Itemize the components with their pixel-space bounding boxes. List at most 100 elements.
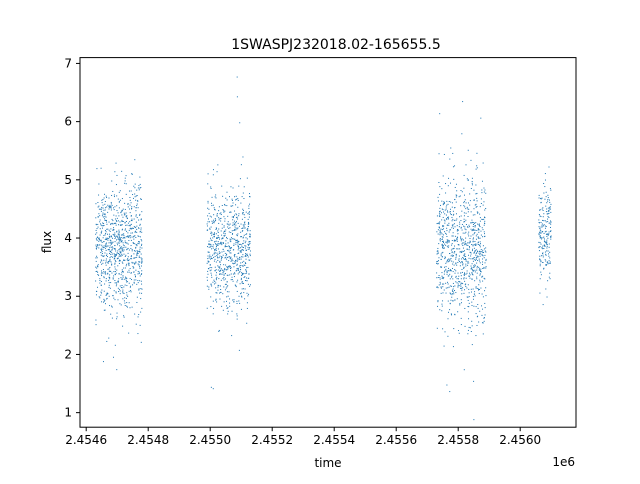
data-point: [223, 231, 225, 233]
data-point: [138, 273, 140, 275]
data-point: [214, 270, 216, 272]
data-point: [113, 297, 115, 299]
data-point: [548, 217, 550, 219]
data-point: [125, 254, 127, 256]
data-point: [127, 252, 129, 254]
data-point: [108, 242, 110, 244]
data-point: [237, 227, 239, 229]
data-point: [98, 240, 100, 242]
data-point: [114, 171, 116, 173]
data-point: [101, 270, 102, 272]
data-point: [477, 223, 479, 225]
data-point: [544, 225, 546, 227]
data-point: [439, 232, 441, 234]
data-point: [542, 252, 544, 254]
data-point: [455, 239, 457, 241]
data-point: [105, 294, 107, 296]
data-point: [547, 233, 549, 235]
data-point: [463, 274, 465, 276]
data-point: [436, 261, 438, 263]
data-point: [210, 296, 212, 298]
data-point: [474, 214, 476, 216]
data-point: [453, 264, 455, 266]
data-point: [480, 230, 482, 232]
data-point: [126, 235, 128, 237]
data-point: [232, 217, 234, 219]
data-point: [548, 255, 550, 257]
data-point: [103, 301, 105, 303]
data-point: [232, 262, 234, 264]
data-point: [249, 241, 251, 243]
data-point: [98, 247, 100, 249]
data-point: [98, 296, 100, 298]
data-point: [126, 277, 128, 279]
data-point: [229, 268, 231, 270]
data-point: [101, 253, 103, 255]
data-point: [460, 302, 462, 304]
data-point: [220, 258, 222, 260]
data-point: [95, 238, 97, 240]
data-point: [131, 249, 133, 251]
data-point: [105, 249, 107, 251]
data-point: [116, 174, 118, 176]
data-point: [114, 244, 116, 246]
data-point: [538, 222, 540, 224]
data-point: [238, 295, 240, 297]
data-point: [228, 231, 230, 233]
data-point: [449, 270, 451, 272]
data-point: [543, 232, 545, 234]
data-point: [539, 246, 541, 248]
data-point: [133, 282, 135, 284]
data-point: [232, 224, 234, 226]
data-point: [101, 271, 103, 273]
data-point: [220, 230, 222, 232]
data-point: [456, 195, 458, 197]
data-point: [469, 274, 471, 276]
data-point: [135, 199, 137, 201]
data-point: [461, 261, 463, 263]
data-point: [237, 259, 239, 261]
data-point: [438, 227, 440, 229]
data-point: [246, 177, 248, 179]
data-point: [479, 279, 481, 281]
data-point: [134, 243, 136, 245]
data-point: [464, 240, 466, 242]
data-point: [468, 254, 469, 256]
data-point: [468, 246, 470, 248]
data-point: [436, 223, 438, 225]
data-point: [114, 257, 116, 259]
data-point: [118, 260, 120, 262]
data-point: [124, 228, 126, 230]
data-point: [107, 239, 109, 241]
data-point: [473, 237, 474, 239]
data-point: [222, 209, 224, 211]
data-point: [220, 217, 222, 219]
data-point: [455, 262, 457, 264]
data-point: [545, 233, 547, 235]
data-point: [130, 258, 132, 260]
data-point: [139, 292, 141, 294]
data-point: [471, 325, 473, 327]
data-point: [236, 300, 238, 302]
data-point: [214, 266, 216, 268]
data-point: [215, 197, 217, 199]
data-point: [439, 230, 441, 232]
data-point: [447, 287, 449, 289]
data-point: [122, 233, 124, 235]
data-point: [544, 241, 546, 243]
data-point: [114, 254, 116, 256]
data-point: [444, 331, 446, 333]
data-point: [242, 254, 244, 256]
data-point: [231, 279, 233, 281]
data-point: [234, 222, 236, 224]
data-point: [109, 206, 111, 208]
data-point: [440, 287, 442, 289]
data-point: [472, 229, 474, 231]
data-point: [139, 261, 141, 263]
data-point: [131, 220, 133, 222]
data-point: [95, 271, 97, 272]
data-point: [546, 235, 548, 237]
data-point: [122, 244, 124, 246]
data-point: [485, 287, 487, 289]
data-point: [105, 237, 107, 239]
